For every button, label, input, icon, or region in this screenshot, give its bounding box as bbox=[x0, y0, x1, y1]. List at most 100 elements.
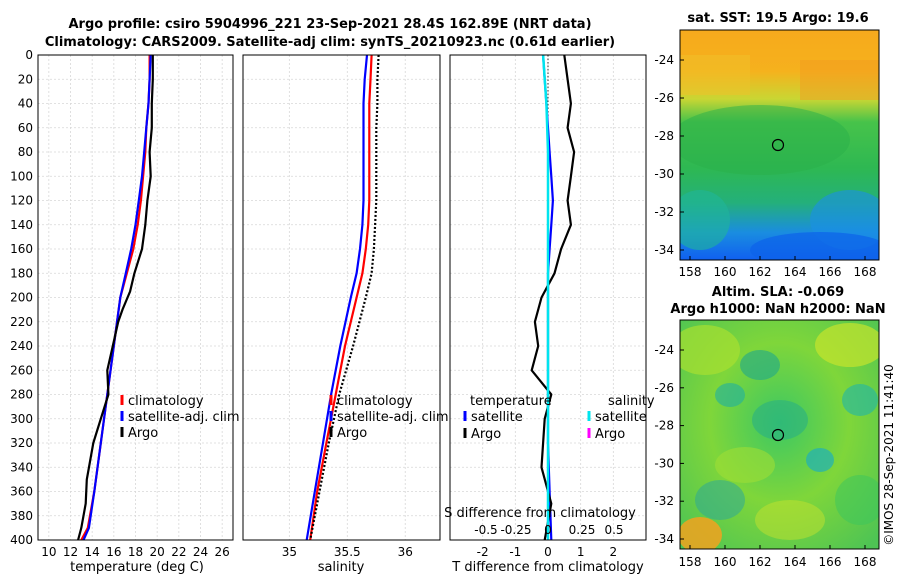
legend-label: satellite bbox=[595, 410, 647, 425]
sst-map-frame bbox=[679, 29, 880, 261]
x-tick-label: 20 bbox=[150, 545, 165, 559]
legend-label: Argo bbox=[595, 427, 625, 442]
x-tick-label: 1 bbox=[577, 545, 585, 559]
map-lat-tick: -34 bbox=[654, 243, 674, 257]
map-lon-tick: 160 bbox=[714, 265, 737, 279]
temperature-panel: 10 12 14 16 18 20 22 24 260204060801001201401601… bbox=[10, 48, 240, 559]
sst-map-image bbox=[680, 30, 879, 260]
map-lon-tick: 168 bbox=[854, 555, 877, 569]
y-tick-label: 300 bbox=[10, 412, 33, 426]
legend-label: Argo bbox=[337, 426, 367, 441]
map-lon-tick: 164 bbox=[784, 265, 807, 279]
x-tick-label: 14 bbox=[85, 545, 100, 559]
imos-timestamp: ©IMOS 28-Sep-2021 11:41:40 bbox=[882, 364, 896, 546]
y-tick-label: 240 bbox=[10, 339, 33, 353]
plot-frame bbox=[449, 54, 647, 541]
y-tick-label: 60 bbox=[18, 121, 33, 135]
x-tick-label: 16 bbox=[106, 545, 121, 559]
y-tick-label: 200 bbox=[10, 291, 33, 305]
x-tick-label: 22 bbox=[171, 545, 186, 559]
y-tick-label: 0 bbox=[25, 48, 33, 62]
series-line-satellite-adj-clim bbox=[305, 54, 369, 541]
x-tick-label: 10 bbox=[41, 545, 56, 559]
legend-label: satellite-adj. clim bbox=[128, 410, 240, 425]
legend-label: satellite-adj. clim bbox=[337, 410, 449, 425]
series-line-t-argo bbox=[530, 54, 576, 541]
x-tick-label: 24 bbox=[193, 545, 208, 559]
map-lat-tick: -32 bbox=[654, 494, 674, 508]
x-tick-label: -1 bbox=[509, 545, 521, 559]
legend-label: climatology bbox=[128, 394, 204, 409]
x-tick-label: 35 bbox=[282, 545, 297, 559]
s-tick-label: -0.5 bbox=[474, 523, 497, 537]
map-lon-tick: 160 bbox=[714, 555, 737, 569]
plot-frame bbox=[37, 54, 234, 541]
s-tick-label: 0.25 bbox=[569, 523, 596, 537]
x-tick-label: 36 bbox=[398, 545, 413, 559]
map-lat-tick: -24 bbox=[654, 343, 674, 357]
sla-map-frame bbox=[679, 319, 880, 550]
difference-xlabel: T difference from climatology bbox=[451, 560, 644, 575]
sla-map-title1: Altim. SLA: -0.069 bbox=[712, 285, 844, 300]
sst-argo-location-marker bbox=[771, 138, 785, 152]
map-lat-tick: -28 bbox=[654, 129, 674, 143]
plot-frame bbox=[242, 54, 441, 541]
y-tick-label: 80 bbox=[18, 145, 33, 159]
x-tick-label: 35.5 bbox=[334, 545, 361, 559]
map-lon-tick: 162 bbox=[749, 265, 772, 279]
y-tick-label: 220 bbox=[10, 315, 33, 329]
x-tick-label: 2 bbox=[610, 545, 618, 559]
y-tick-label: 120 bbox=[10, 194, 33, 208]
x-tick-label: 12 bbox=[63, 545, 78, 559]
series-line-satellite-adj-clim bbox=[82, 54, 152, 541]
y-tick-label: 320 bbox=[10, 436, 33, 450]
legend-label: Argo bbox=[471, 427, 501, 442]
s-tick-label: 0 bbox=[544, 523, 552, 537]
legend-label: satellite bbox=[471, 410, 523, 425]
map-lat-tick: -26 bbox=[654, 91, 674, 105]
y-tick-label: 160 bbox=[10, 242, 33, 256]
temperature-xlabel: temperature (deg C) bbox=[70, 560, 204, 575]
y-tick-label: 260 bbox=[10, 363, 33, 377]
map-lon-tick: 164 bbox=[784, 555, 807, 569]
s-difference-label: S difference from climatology bbox=[444, 506, 636, 521]
y-tick-label: 360 bbox=[10, 485, 33, 499]
title-line1: Argo profile: csiro 5904996_221 23-Sep-2… bbox=[68, 17, 591, 32]
map-axes: -24 -26 -28 -30 -32 -34 158 160 162 164 166 168 -24 -… bbox=[654, 53, 876, 569]
map-lon-tick: 168 bbox=[854, 265, 877, 279]
y-tick-label: 140 bbox=[10, 218, 33, 232]
sla-argo-location-marker bbox=[771, 428, 785, 442]
y-tick-label: 400 bbox=[10, 533, 33, 547]
y-tick-label: 40 bbox=[18, 97, 33, 111]
legend-label: Argo bbox=[128, 426, 158, 441]
x-tick-label: 0 bbox=[544, 545, 552, 559]
map-lon-tick: 162 bbox=[749, 555, 772, 569]
salinity-xlabel: salinity bbox=[318, 560, 365, 575]
map-lon-tick: 166 bbox=[819, 265, 842, 279]
series-line-s-satellite bbox=[541, 54, 550, 540]
y-tick-label: 180 bbox=[10, 266, 33, 280]
sla-map-title2: Argo h1000: NaN h2000: NaN bbox=[670, 302, 885, 317]
series-line-argo bbox=[77, 55, 154, 541]
series-line-argo bbox=[309, 54, 380, 541]
x-tick-label: 26 bbox=[215, 545, 230, 559]
y-tick-label: 20 bbox=[18, 72, 33, 86]
legend-label: climatology bbox=[337, 394, 413, 409]
x-tick-label: -2 bbox=[477, 545, 489, 559]
s-tick-label: 0.5 bbox=[604, 523, 623, 537]
title-line2: Climatology: CARS2009. Satellite-adj cli… bbox=[45, 35, 615, 50]
map-lat-tick: -30 bbox=[654, 456, 674, 470]
y-tick-label: 280 bbox=[10, 388, 33, 402]
s-tick-label: -0.25 bbox=[500, 523, 531, 537]
map-lat-tick: -30 bbox=[654, 167, 674, 181]
y-tick-label: 100 bbox=[10, 169, 33, 183]
map-lat-tick: -26 bbox=[654, 381, 674, 395]
y-tick-label: 380 bbox=[10, 509, 33, 523]
map-lon-tick: 158 bbox=[679, 265, 702, 279]
map-lat-tick: -32 bbox=[654, 205, 674, 219]
map-lat-tick: -34 bbox=[654, 532, 674, 546]
y-tick-label: 340 bbox=[10, 460, 33, 474]
